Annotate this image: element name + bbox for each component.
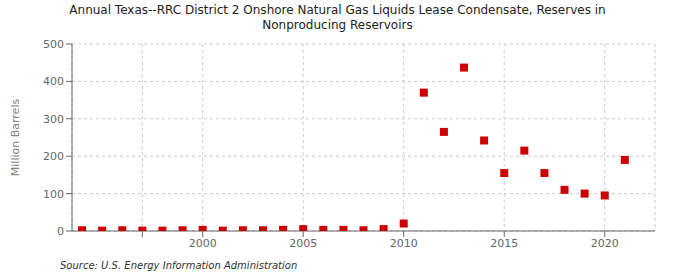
svg-text:200: 200 [43, 150, 64, 163]
svg-text:2005: 2005 [289, 237, 317, 250]
svg-text:0: 0 [57, 225, 64, 238]
svg-text:2020: 2020 [591, 237, 619, 250]
svg-text:2015: 2015 [490, 237, 518, 250]
svg-text:500: 500 [43, 38, 64, 51]
svg-text:100: 100 [43, 188, 64, 201]
svg-text:400: 400 [43, 75, 64, 88]
svg-text:Million Barrels: Million Barrels [9, 99, 22, 177]
svg-text:2010: 2010 [390, 237, 418, 250]
html-text:Source: U.S. Energy Informatio: Source: U.S. Energy Information Administ… [60, 260, 298, 271]
svg-text:2000: 2000 [189, 237, 217, 250]
html-text:Annual Texas--RRC District 2 O: Annual Texas--RRC District 2 Onshore Nat… [69, 3, 606, 32]
svg-text:300: 300 [43, 113, 64, 126]
